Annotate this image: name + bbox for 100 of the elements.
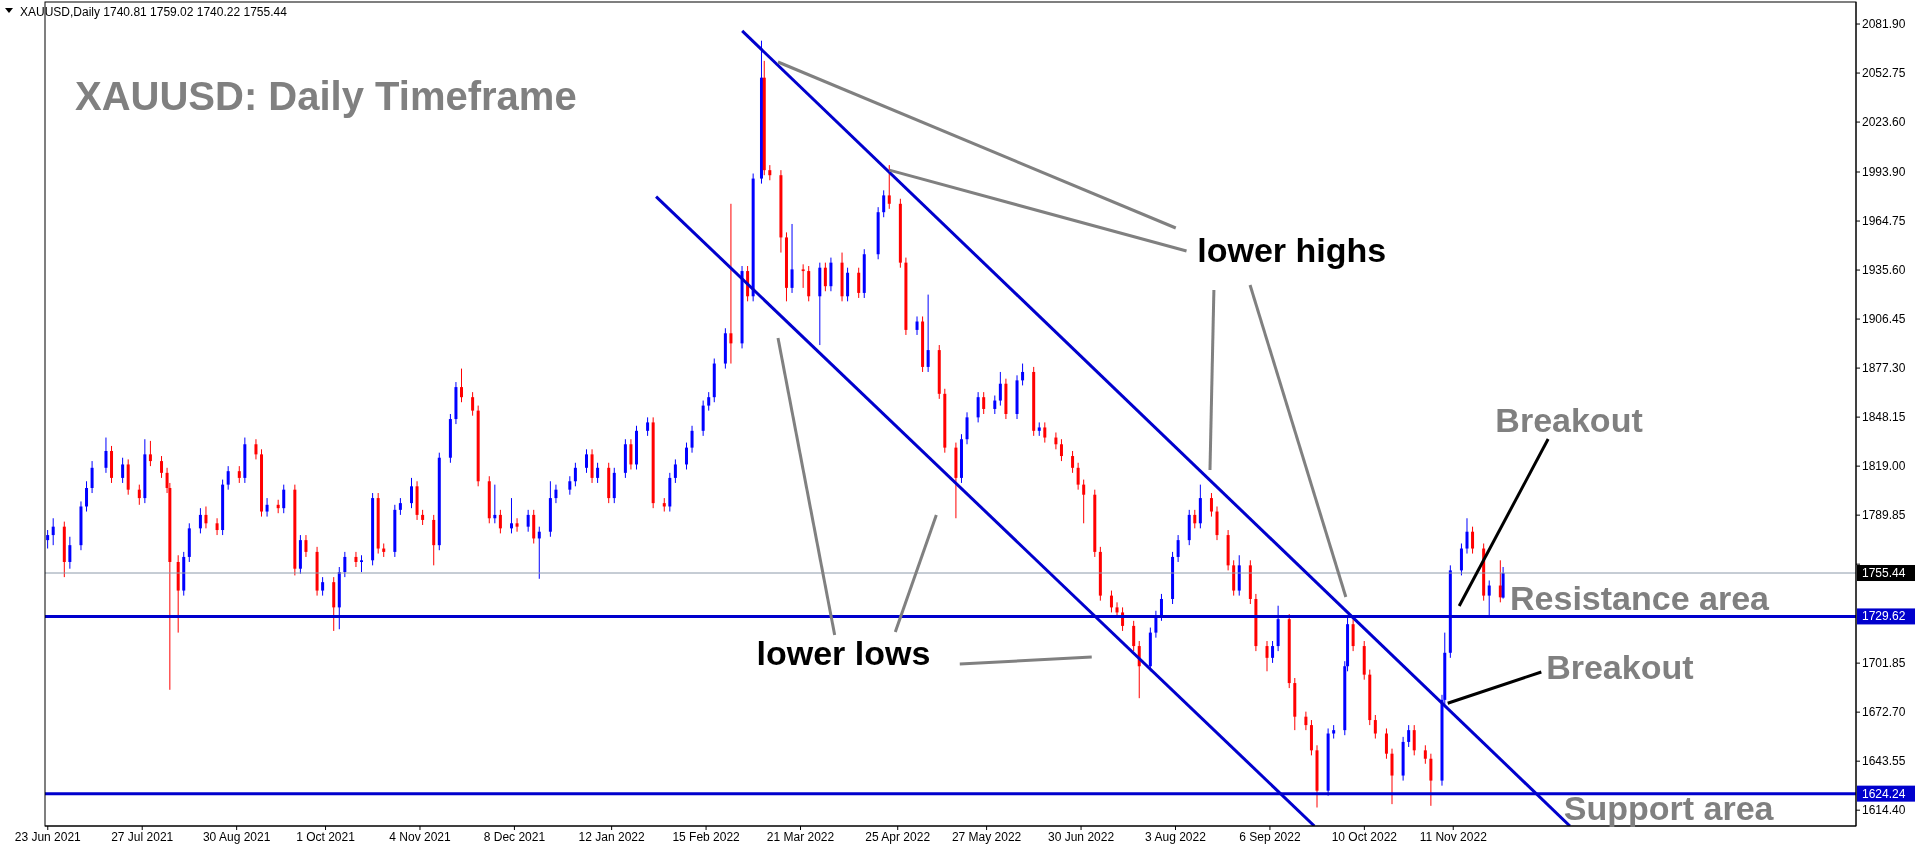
candlestick [1193,509,1197,529]
candlestick [573,462,577,487]
candlestick [646,416,650,437]
x-tick-label: 12 Jan 2022 [578,829,645,844]
candlestick [1390,748,1394,805]
x-tick-label: 10 Oct 2022 [1331,829,1398,844]
chart-title: XAUUSD,Daily 1740.81 1759.02 1740.22 1755.44 [20,5,288,19]
candlestick [829,257,833,292]
candlestick [121,457,125,484]
candlestick [526,509,530,533]
annotation: Breakout [1546,648,1694,686]
candlestick [729,203,733,365]
candlestick [1351,618,1355,652]
candlestick [1271,640,1275,664]
candlestick [998,371,1002,407]
candlestick [1071,450,1075,474]
x-tick-label: 8 Dec 2021 [483,829,546,844]
y-tick-label: 2023.60 [1862,115,1906,130]
candlestick [1109,590,1113,613]
x-tick-label: 15 Feb 2022 [672,829,741,844]
x-tick-label: 30 Aug 2021 [202,829,271,844]
x-tick-label: 30 Jun 2022 [1048,829,1115,844]
candlestick [410,477,414,509]
x-tick-label: 1 Oct 2021 [296,829,356,844]
candlestick [1465,517,1469,555]
y-tick-label: 1964.75 [1862,214,1906,229]
candlestick [321,576,325,597]
candlestick [198,507,202,534]
candlestick [1471,526,1475,555]
candlestick [1054,432,1058,450]
candlestick [1115,601,1119,618]
candlestick [790,223,794,294]
candlestick [915,315,919,336]
candlestick [343,551,347,578]
y-tick-label: 1906.45 [1862,312,1906,327]
candlestick [554,484,558,504]
candlestick [857,267,861,299]
candlestick [90,460,94,494]
annotation: Resistance area [1510,579,1771,617]
x-tick-label: 27 Jul 2021 [111,829,174,844]
candlestick [982,391,986,415]
text: XAUUSD: Daily Timeframe [75,74,577,118]
candlestick [801,263,805,289]
y-tick-label: 2052.75 [1862,66,1906,81]
candlestick [1407,724,1411,748]
x-tick-label: 3 Aug 2022 [1145,829,1207,844]
x-tick-label: 11 Nov 2022 [1419,829,1488,844]
candlestick [882,189,886,218]
annotation: Support area [1563,789,1775,827]
candlestick [1159,593,1163,622]
candlestick [354,551,358,568]
candlestick [1176,534,1180,563]
y-tick-label: 1789.85 [1862,508,1906,523]
candlestick [1076,462,1080,491]
candlestick [254,438,258,460]
candlestick [976,391,980,423]
ref-line-label: 1729.62 [1862,609,1906,624]
candlestick [471,391,475,417]
candlestick [965,411,969,445]
candlestick [1043,421,1047,444]
candlestick [537,526,541,580]
candlestick [1154,610,1158,639]
ref-line-label: 1755.44 [1862,566,1906,581]
candlestick [460,368,463,403]
candlestick [510,497,513,534]
x-tick-label: 4 Nov 2021 [389,829,451,844]
candlestick [926,294,930,373]
candlestick [160,455,164,479]
annotation: lower lows [756,634,931,672]
y-tick-label: 1877.30 [1862,361,1906,376]
candlestick [1082,479,1086,524]
candlestick [690,425,694,454]
candlestick [148,440,152,467]
candlestick [265,497,269,518]
candlestick [1423,744,1427,765]
candlestick [1429,753,1433,807]
candlestick [673,458,677,484]
y-tick-label: 2081.90 [1862,17,1906,32]
candlestick [568,475,572,496]
candlestick [585,448,588,474]
candlestick [707,391,711,412]
x-tick-label: 6 Sep 2022 [1239,829,1301,844]
ref-line-label: 1624.24 [1862,786,1906,801]
candlestick [1373,714,1377,740]
y-tick-label: 1993.90 [1862,165,1906,180]
candlestick [596,462,600,484]
candlestick [137,484,141,506]
x-tick-label: 25 Apr 2022 [865,829,931,844]
candlestick [515,517,519,533]
candlestick [282,484,286,514]
candlestick [1059,438,1063,462]
candlestick [104,437,108,474]
candlestick [532,509,536,544]
y-tick-label: 1819.00 [1862,459,1906,474]
x-tick-label: 21 Mar 2022 [766,829,835,844]
candlestick [1132,620,1136,652]
y-tick-label: 1614.40 [1862,803,1906,818]
candlestick [498,509,502,534]
x-tick-label: 23 Jun 2021 [14,829,82,844]
candlestick [1487,579,1491,617]
